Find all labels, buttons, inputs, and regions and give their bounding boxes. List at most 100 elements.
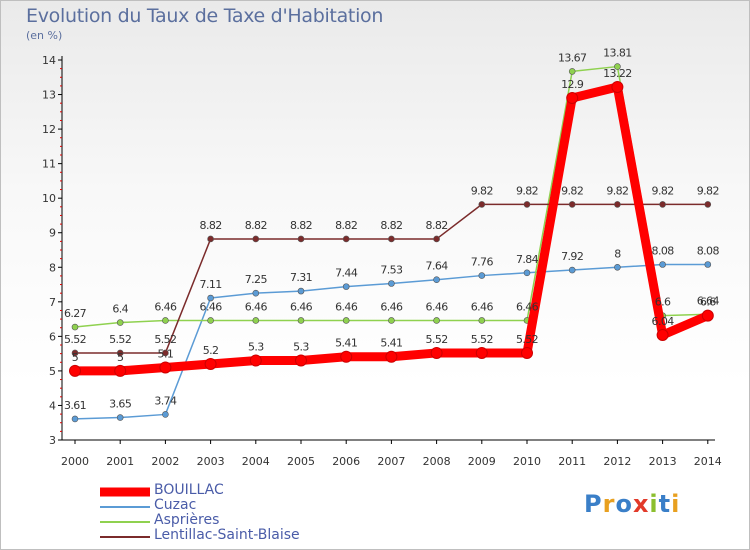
series-0-data-label: 5.3 [293,341,309,354]
series-3-data-label: 9.82 [652,184,674,197]
series-1-point [433,276,440,284]
series-0-point [295,354,307,367]
y-tick-label: 13 [42,89,56,102]
legend-label: Asprières [154,512,220,528]
x-tick-label: 2010 [513,455,541,468]
series-2-data-label: 6.46 [200,300,223,313]
logo-letter: x [632,490,650,518]
legend-label: Cuzac [154,497,197,513]
series-2-point [116,319,124,326]
series-1-data-label: 8 [614,247,621,260]
series-2-data-label: 6.46 [516,300,539,313]
series-3-point [659,201,666,208]
y-tick-label: 6 [49,330,56,343]
x-tick-label: 2009 [468,455,496,468]
series-2-data-label: 6.46 [335,300,358,313]
series-1-point [342,283,350,290]
series-0-data-label: 5.3 [248,341,264,354]
series-0-data-label: 5.41 [335,337,357,350]
x-tick-label: 2014 [694,455,722,468]
series-0-data-label: 12.9 [561,78,584,91]
x-tick-label: 2004 [242,455,270,468]
series-3-point [523,201,531,208]
series-3-data-label: 9.82 [697,184,719,197]
series-1-data-label: 8.08 [697,245,720,258]
series-1-data-label: 3.74 [154,394,177,407]
series-2-data-label: 6.6 [655,296,671,309]
logo-letter: o [615,490,633,518]
series-3-point [614,201,621,208]
series-3-point [388,235,395,243]
series-3-data-label: 8.82 [200,219,222,232]
x-tick-label: 2012 [603,455,631,468]
series-3-point [342,235,350,243]
series-1-data-label: 7.11 [200,278,222,291]
series-1-point [207,294,214,302]
axes: 3 4 5 6 7 8 9 10 11 12 13 14 2000 2001 2002 2003 2004 200… [42,54,722,468]
series-1-data-label: 7.64 [426,260,449,273]
series-2-data-label: 6.46 [426,300,449,313]
x-tick-label: 2008 [423,455,451,468]
series-3-data-label: 9.82 [471,184,493,197]
legend-swatch [100,505,150,508]
logo-letter: i [671,490,681,518]
series-3-point [207,235,214,243]
series-2-point [614,63,621,70]
x-tick-label: 2007 [377,455,405,468]
series-0-point [656,328,669,341]
legend-swatch [100,487,150,496]
legend-label: Lentillac-Saint-Blaise [154,527,300,543]
x-tick-label: 2013 [649,455,677,468]
series-2-point [342,317,350,324]
series-2-data-label: 6.4 [112,303,128,316]
series-3-data-label: 8.82 [245,219,267,232]
y-tick-label: 9 [49,227,56,240]
series-2-point [252,317,260,324]
series-3-point [252,235,260,243]
chart-title: Evolution du Taux de Taxe d'Habitation [26,5,384,27]
series-1-data-label: 8.08 [652,245,675,258]
series-3-data-label: 8.82 [426,219,448,232]
x-tick-label: 2001 [106,455,134,468]
series-3-point [433,235,440,243]
series-0-data-label: 5.1 [158,347,174,360]
series-1-point [523,269,531,277]
legend-label: BOUILLAC [154,482,224,498]
series-0-data-label: 5 [117,351,124,364]
series-0-point [521,346,533,359]
series-0-point [385,350,398,363]
series-3-point [568,201,576,208]
series-2-point [162,317,169,324]
series-0-point [204,358,217,370]
logo-letter: P [584,490,603,518]
series-1-data-label: 7.84 [516,253,539,266]
series-3-point [162,349,169,357]
logo-letter: t [658,490,672,518]
series-2-point [478,317,486,324]
series-2-data-label: 6.46 [290,300,313,313]
series-2-data-label: 6.27 [64,307,87,320]
legend-swatch [100,520,150,523]
series-3-point [704,201,712,208]
series-1-data-label: 3.61 [64,399,86,412]
series-1-point [388,280,395,287]
y-tick-label: 10 [42,192,56,205]
series-0-point [69,364,81,377]
series-2-point [207,317,214,324]
series-0-point [340,350,353,363]
series-3-data-label: 9.82 [606,184,628,197]
chart-subtitle: (en %) [26,29,63,42]
logo-letter: i [649,490,659,518]
series-0-point [249,354,262,367]
y-tick-label: 8 [49,261,56,274]
series-2-data-label: 13.67 [558,51,587,64]
series-0-point [430,346,443,359]
x-tick-label: 2002 [151,455,179,468]
series-0-data-label: 6.6 [700,296,716,309]
series-0-data-label: 5.52 [516,333,538,346]
series-3-data-label: 5.52 [64,333,86,346]
x-tick-label: 2011 [558,455,586,468]
series-0-point [114,364,127,377]
series-1-point [478,272,486,279]
